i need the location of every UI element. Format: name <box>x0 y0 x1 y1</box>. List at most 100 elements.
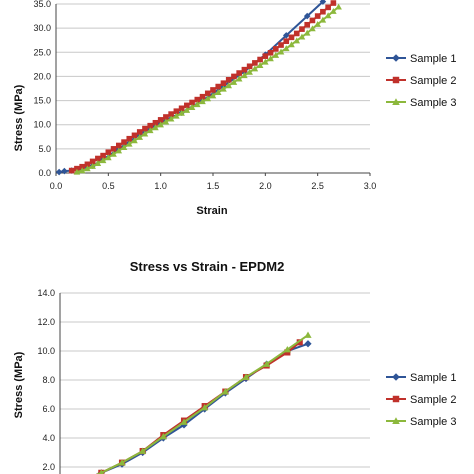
data-point <box>272 51 280 58</box>
data-point <box>136 133 144 140</box>
data-point <box>194 96 201 103</box>
data-point <box>152 124 159 131</box>
chart-2-legend-item: Sample 3 <box>386 416 456 428</box>
data-point <box>199 93 206 100</box>
data-point <box>188 104 196 110</box>
data-point <box>214 89 222 96</box>
data-point <box>246 68 253 75</box>
data-point <box>79 163 85 170</box>
data-point <box>221 388 229 395</box>
chart-1-y-tick-label: 15.0 <box>33 96 51 106</box>
data-point <box>299 26 305 32</box>
data-point <box>284 349 291 356</box>
data-point <box>277 48 285 55</box>
data-point <box>293 30 300 37</box>
data-point <box>330 0 337 6</box>
legend-label: Sample 1 <box>410 372 456 384</box>
data-point <box>282 32 290 39</box>
data-point <box>146 127 154 134</box>
chart-1-legend-item: Sample 3 <box>386 97 456 109</box>
data-point <box>267 49 274 56</box>
data-point <box>293 37 301 44</box>
legend-marker <box>392 76 400 84</box>
data-point <box>251 65 259 72</box>
data-point <box>309 17 316 24</box>
chart-1-legend-item: Sample 1 <box>386 53 456 65</box>
series-line <box>58 0 324 173</box>
data-point <box>204 95 212 102</box>
data-point <box>231 73 237 80</box>
data-point <box>298 33 306 40</box>
data-point <box>118 459 126 466</box>
chart-1-y-tick-labels: 0.0 5.0 10.0 15.0 20.0 25.0 30.0 35.0 <box>33 0 51 178</box>
chart-2: Stress vs Strain - EPDM2 2.0 4.0 6.0 8.0 10.… <box>13 259 456 474</box>
data-point <box>194 101 201 108</box>
legend-label: Sample 3 <box>410 97 456 109</box>
data-point <box>99 157 107 164</box>
data-point <box>89 162 96 169</box>
data-point <box>241 72 248 79</box>
chart-1-axes <box>55 4 371 176</box>
data-point <box>162 118 170 125</box>
legend-marker <box>392 54 400 62</box>
data-point <box>201 403 209 411</box>
data-point <box>189 99 195 106</box>
data-point <box>78 167 86 174</box>
data-point <box>210 87 216 93</box>
data-point <box>168 111 174 117</box>
data-point <box>314 20 321 27</box>
legend-marker <box>392 373 400 381</box>
data-point <box>241 66 248 73</box>
chart-2-y-tick-label: 12.0 <box>37 317 55 327</box>
chart-1-legend-item: Sample 2 <box>386 75 456 87</box>
data-point <box>183 106 191 113</box>
data-point <box>136 129 143 135</box>
data-point <box>94 160 102 166</box>
data-point <box>319 0 327 5</box>
data-point <box>225 82 232 89</box>
data-point <box>220 85 227 92</box>
chart-2-y-tick-label: 4.0 <box>42 433 55 443</box>
data-point <box>257 56 263 63</box>
chart-2-y-tick-label: 6.0 <box>42 404 55 414</box>
chart-1-x-tick-label: 2.5 <box>311 181 324 191</box>
data-point <box>139 447 147 454</box>
data-point <box>282 45 290 52</box>
data-point <box>225 77 232 83</box>
data-point <box>184 102 190 109</box>
chart-1-x-tick-label: 3.0 <box>364 181 377 191</box>
data-point <box>209 92 217 99</box>
data-point <box>131 137 138 144</box>
legend-label: Sample 2 <box>410 75 456 87</box>
chart-1-y-tick-label: 0.0 <box>38 168 51 178</box>
data-point <box>204 90 211 97</box>
data-point <box>303 12 311 20</box>
data-point <box>319 16 327 23</box>
data-point <box>141 130 149 137</box>
chart-1-x-tick-label: 2.0 <box>259 181 272 191</box>
data-point <box>288 41 295 48</box>
chart-1-x-tick-label: 1.5 <box>207 181 220 191</box>
chart-1-x-tick-labels: 0.0 0.5 1.0 1.5 2.0 2.5 3.0 <box>50 181 377 191</box>
data-point <box>320 8 326 15</box>
data-point <box>278 42 284 48</box>
chart-2-legend: Sample 1 Sample 2 Sample 3 <box>386 372 456 428</box>
data-point <box>173 112 180 119</box>
data-point <box>304 331 312 338</box>
legend-label: Sample 3 <box>410 416 456 428</box>
chart-2-y-tick-label: 2.0 <box>42 462 55 472</box>
data-point <box>167 115 175 122</box>
data-point <box>131 132 138 139</box>
data-point <box>215 83 222 90</box>
chart-1-y-axis-title: Stress (MPa) <box>13 84 25 151</box>
data-point <box>283 345 291 353</box>
chart-1-y-tick-label: 25.0 <box>33 47 51 57</box>
data-point <box>263 360 271 367</box>
data-point <box>325 4 331 11</box>
chart-1-x-tick-label: 0.0 <box>50 181 63 191</box>
data-point <box>309 25 316 32</box>
data-point <box>121 139 127 145</box>
legend-marker <box>392 98 400 106</box>
chart-1-x-tick-label: 0.5 <box>102 181 115 191</box>
data-point <box>74 165 80 172</box>
